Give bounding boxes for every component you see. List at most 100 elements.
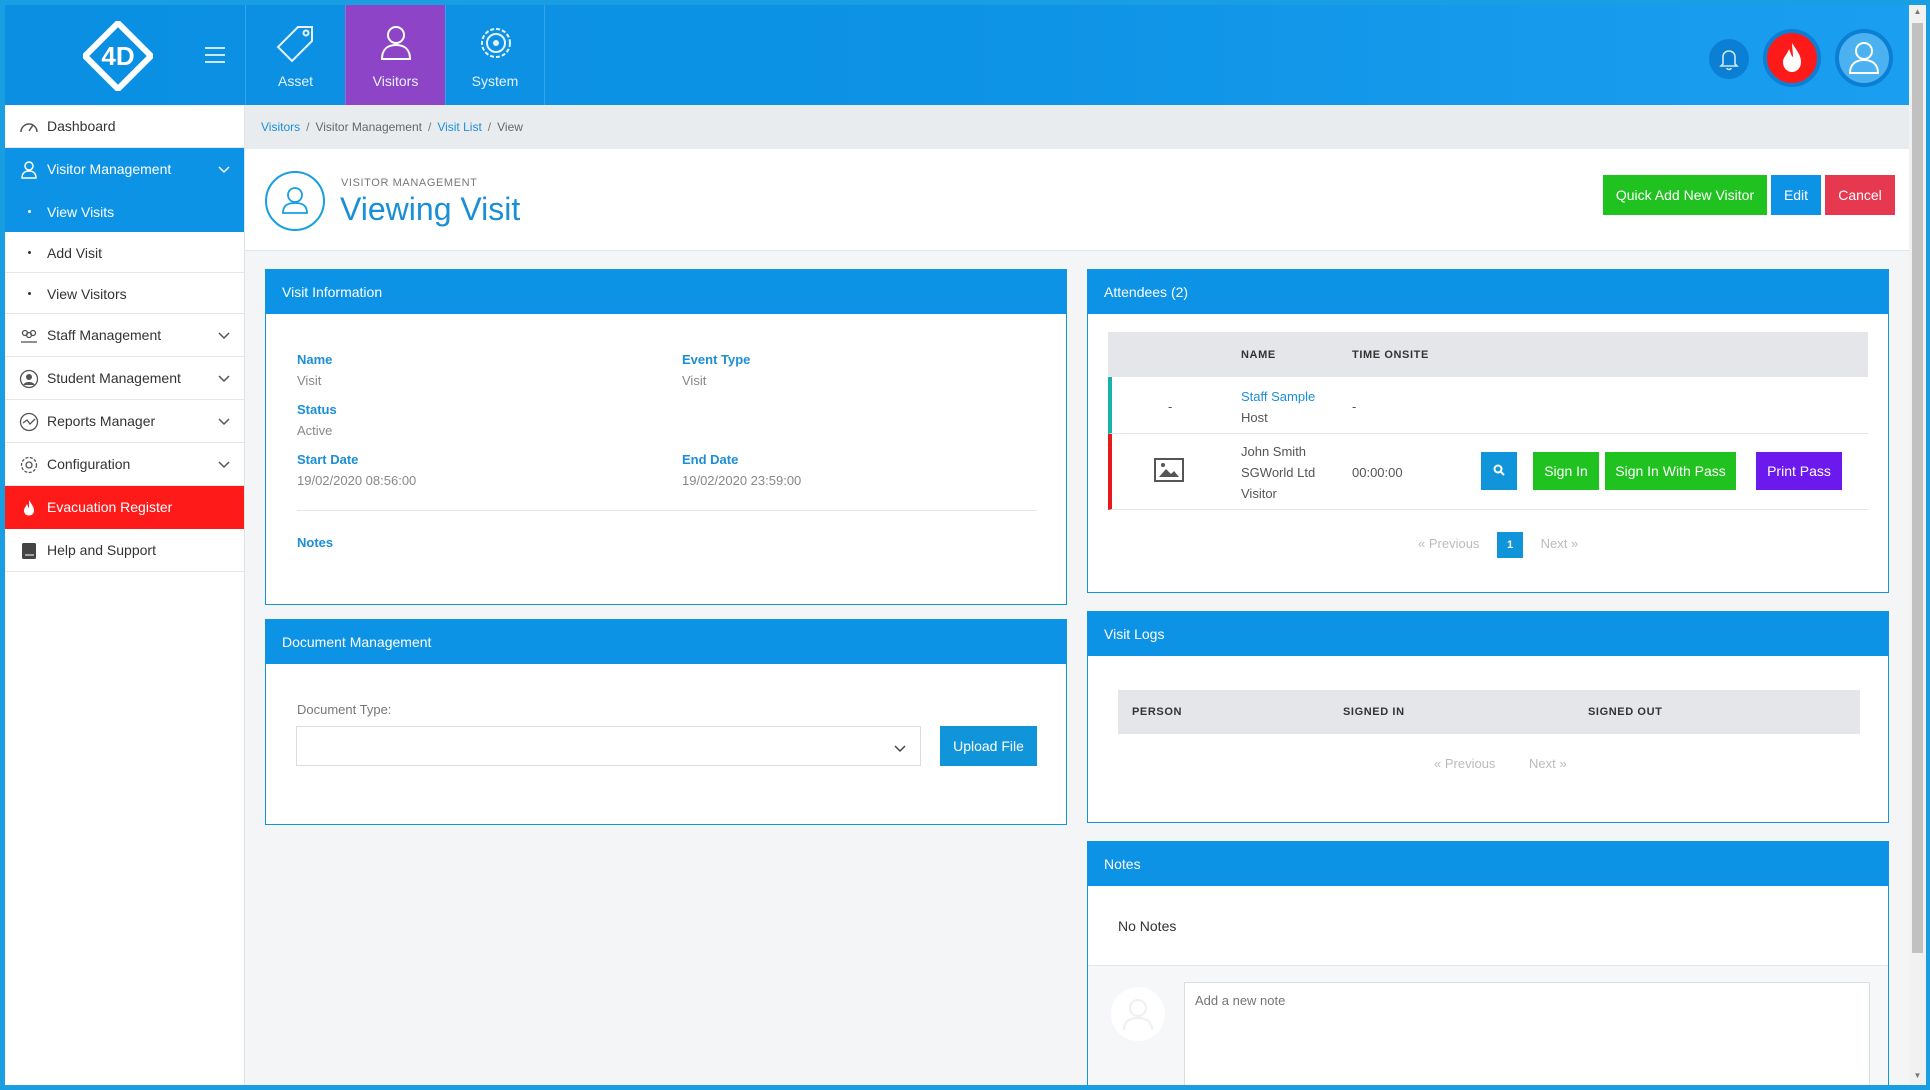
top-bar: 4D Asset Visitors System [5,5,1909,105]
page-title: Viewing Visit [340,191,521,227]
chevron-down-icon [218,461,230,469]
breadcrumb: Visitors / Visitor Management / Visit List / V… [245,105,1909,149]
scroll-down-icon[interactable]: ▼ [1913,1071,1922,1080]
sidebar-label-visitor-management: Visitor Management [47,161,172,177]
edit-button[interactable]: Edit [1771,175,1821,215]
attendee-name: John Smith [1241,444,1307,459]
page-kicker: VISITOR MANAGEMENT [341,177,478,189]
module-asset-label: Asset [277,73,313,89]
bell-icon [1719,50,1739,71]
end-date-label: End Date [682,452,739,467]
sidebar-item-dashboard[interactable]: Dashboard [5,105,244,148]
panel-heading: Attendees (2) [1088,270,1888,314]
notes-label: Notes [297,535,334,550]
flame-icon [1783,43,1801,72]
scrollbar-thumb[interactable] [1912,23,1923,953]
sidebar: Dashboard Visitor Management View Visits… [5,105,245,1085]
pager-previous[interactable]: « Previous [1434,756,1496,771]
document-management-panel: Document Management Document Type: Uploa… [265,619,1067,825]
bullet-icon [28,210,31,213]
module-asset[interactable]: Asset [245,5,345,105]
module-visitors[interactable]: Visitors [345,5,445,105]
evacuation-button[interactable] [1763,29,1821,87]
notifications-button[interactable] [1709,39,1749,79]
group-icon [21,329,37,343]
sidebar-item-help-support[interactable]: Help and Support [5,529,244,572]
sign-in-button[interactable]: Sign In [1533,452,1599,490]
sidebar-item-add-visit[interactable]: Add Visit [5,232,244,273]
event-type-label: Event Type [682,352,751,367]
search-button[interactable] [1481,452,1517,490]
attendee-time-onsite: 00:00:00 [1352,465,1403,480]
sidebar-label-view-visitors: View Visitors [47,286,127,302]
sidebar-item-configuration[interactable]: Configuration [5,443,244,486]
page-scrollbar[interactable]: ▲ ▼ [1909,5,1926,1085]
new-note-input[interactable] [1184,982,1870,1085]
attendee-role: Visitor [1241,486,1277,501]
attendees-panel: Attendees (2) NAME TIME ONSITE - Staff S… [1087,269,1889,593]
logo-area: 4D [5,5,245,105]
cancel-button[interactable]: Cancel [1825,175,1895,215]
name-value: Visit [297,373,322,388]
image-placeholder-icon [1154,458,1184,482]
sidebar-item-student-management[interactable]: Student Management [5,357,244,400]
document-type-select[interactable] [296,726,921,766]
menu-toggle-icon[interactable] [205,47,225,63]
bullet-icon [28,292,31,295]
sign-in-with-pass-button[interactable]: Sign In With Pass [1605,452,1736,490]
col-person: PERSON [1132,706,1183,718]
chevron-down-icon [218,166,230,174]
app-frame: 4D Asset Visitors System [5,5,1909,1085]
attendees-pagination: « Previous 1 Next » [1418,532,1578,558]
gear-icon [481,28,511,58]
sidebar-label-staff-management: Staff Management [47,327,162,343]
col-signed-out: SIGNED OUT [1588,706,1663,718]
attendee-name-link[interactable]: Staff Sample [1241,389,1316,404]
module-system[interactable]: System [445,5,545,105]
panel-heading: Notes [1088,842,1888,886]
divider [297,510,1037,511]
pager-next[interactable]: Next » [1540,536,1579,551]
flame-icon [24,500,34,516]
module-system-label: System [471,73,519,89]
sidebar-item-view-visitors[interactable]: View Visitors [5,273,244,314]
sidebar-label-student-management: Student Management [47,370,181,386]
name-label: Name [297,352,333,367]
logo-icon[interactable]: 4D [83,21,153,91]
attendee-role: Host [1241,410,1268,425]
status-label: Status [297,402,337,417]
pager-next[interactable]: Next » [1529,756,1567,771]
gear-icon [20,456,38,474]
sidebar-item-evacuation-register[interactable]: Evacuation Register [5,486,244,529]
module-visitors-label: Visitors [372,73,419,89]
breadcrumb-visitors[interactable]: Visitors [261,120,301,134]
page-user-icon [265,171,325,231]
chevron-down-icon [218,375,230,383]
pager-previous[interactable]: « Previous [1418,536,1480,551]
logo-text: 4D [101,41,134,71]
pager-page-1[interactable]: 1 [1497,532,1524,558]
table-row: - Staff Sample Host - [1108,377,1868,434]
sidebar-item-visitor-management[interactable]: Visitor Management [5,148,244,191]
sidebar-item-staff-management[interactable]: Staff Management [5,314,244,357]
sidebar-item-view-visits[interactable]: View Visits [5,191,244,232]
print-pass-button[interactable]: Print Pass [1756,452,1842,490]
sidebar-label-help-support: Help and Support [47,542,156,558]
start-date-value: 19/02/2020 08:56:00 [297,473,417,488]
attendee-photo-placeholder: - [1168,399,1173,414]
no-notes-text: No Notes [1118,918,1177,934]
upload-file-button[interactable]: Upload File [940,726,1037,766]
visit-information-panel: Visit Information Name Visit Event Type … [265,269,1067,605]
page-header: VISITOR MANAGEMENT Viewing Visit Quick A… [245,149,1909,251]
visit-logs-pagination: « Previous Next » [1434,756,1567,771]
user-avatar[interactable] [1835,29,1893,87]
breadcrumb-view: View [497,120,523,134]
scroll-up-icon[interactable]: ▲ [1913,7,1922,16]
col-name: NAME [1241,349,1276,361]
sidebar-item-reports-manager[interactable]: Reports Manager [5,400,244,443]
reports-icon [19,412,39,432]
breadcrumb-visit-list[interactable]: Visit List [437,120,482,134]
sidebar-label-configuration: Configuration [47,456,131,472]
dashboard-icon [20,123,38,133]
quick-add-visitor-button[interactable]: Quick Add New Visitor [1603,175,1767,215]
